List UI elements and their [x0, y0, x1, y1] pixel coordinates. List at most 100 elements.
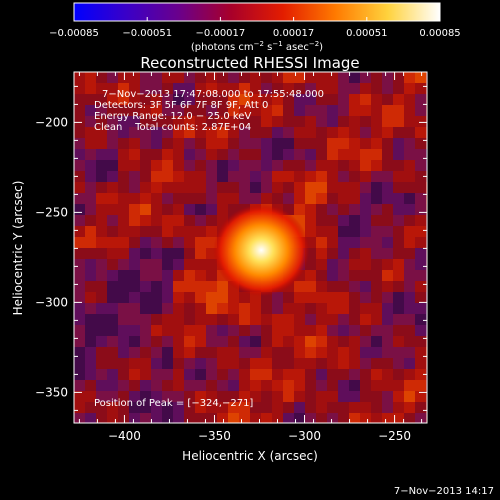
heatmap-cell — [74, 226, 85, 237]
heatmap-cell — [261, 369, 272, 380]
heatmap-cell — [305, 226, 316, 237]
heatmap-cell — [140, 105, 151, 116]
heatmap-cell — [327, 314, 338, 325]
heatmap-cell — [140, 237, 151, 248]
heatmap-cell — [107, 226, 118, 237]
heatmap-cell — [349, 72, 360, 83]
heatmap-cell — [338, 248, 349, 259]
heatmap-cell — [415, 105, 426, 116]
heatmap-cell — [85, 94, 96, 105]
heatmap-cell — [206, 314, 217, 325]
heatmap-cell — [107, 105, 118, 116]
heatmap-cell — [206, 215, 217, 226]
heatmap-cell — [393, 336, 404, 347]
heatmap-cell — [217, 105, 228, 116]
heatmap-cell — [184, 160, 195, 171]
heatmap-cell — [305, 292, 316, 303]
heatmap-cell — [426, 226, 427, 237]
heatmap-cell — [140, 314, 151, 325]
heatmap-cell — [294, 171, 305, 182]
heatmap-cell — [85, 281, 96, 292]
heatmap-cell — [272, 347, 283, 358]
heatmap-cell — [162, 281, 173, 292]
heatmap-cell — [393, 149, 404, 160]
heatmap-cell — [261, 149, 272, 160]
heatmap-cell — [118, 358, 129, 369]
heatmap-cell — [294, 72, 305, 83]
heatmap-cell — [316, 358, 327, 369]
heatmap-cell — [96, 138, 107, 149]
heatmap-cell — [283, 369, 294, 380]
heatmap-cell — [327, 72, 338, 83]
heatmap-cell — [393, 83, 404, 94]
heatmap-cell — [382, 248, 393, 259]
heatmap-cell — [162, 215, 173, 226]
heatmap-cell — [272, 149, 283, 160]
heatmap-cell — [96, 380, 107, 391]
heatmap-cell — [162, 336, 173, 347]
heatmap-cell — [118, 402, 129, 413]
heatmap-cell — [85, 171, 96, 182]
heatmap-cell — [96, 336, 107, 347]
heatmap-cell — [151, 303, 162, 314]
heatmap-cell — [195, 160, 206, 171]
heatmap-cell — [327, 226, 338, 237]
heatmap-cell — [96, 226, 107, 237]
heatmap-cell — [184, 303, 195, 314]
heatmap-cell — [305, 171, 316, 182]
heatmap-cell — [382, 149, 393, 160]
heatmap-cell — [195, 83, 206, 94]
heatmap-cell — [371, 182, 382, 193]
heatmap-cell — [261, 380, 272, 391]
heatmap-cell — [239, 391, 250, 402]
heatmap-cell — [184, 204, 195, 215]
heatmap-cell — [96, 149, 107, 160]
heatmap-cell — [239, 149, 250, 160]
heatmap-cell — [107, 127, 118, 138]
heatmap-cell — [415, 248, 426, 259]
colorbar-unit-label: (photons cm−2 s−1 asec−2) — [191, 40, 323, 53]
heatmap-cell — [283, 94, 294, 105]
heatmap-cell — [184, 127, 195, 138]
annotation-time-range: 7−Nov−2013 17:47:08.000 to 17:55:48.000 — [102, 89, 324, 100]
heatmap-cell — [327, 182, 338, 193]
heatmap-cell — [118, 204, 129, 215]
heatmap-cell — [217, 325, 228, 336]
heatmap-cell — [96, 248, 107, 259]
heatmap-cell — [371, 94, 382, 105]
heatmap-cell — [382, 204, 393, 215]
heatmap-cell — [107, 193, 118, 204]
heatmap-cell — [239, 413, 250, 423]
heatmap-cell — [96, 237, 107, 248]
heatmap-cell — [228, 391, 239, 402]
heatmap-cell — [107, 83, 118, 94]
heatmap-cell — [217, 380, 228, 391]
heatmap-cell — [272, 402, 283, 413]
heatmap-cell — [349, 127, 360, 138]
heatmap-cell — [206, 391, 217, 402]
heatmap-cell — [96, 160, 107, 171]
heatmap-cell — [85, 149, 96, 160]
heatmap-cell — [162, 380, 173, 391]
heatmap-cell — [206, 325, 217, 336]
heatmap-cell — [426, 237, 427, 248]
heatmap-cell — [305, 314, 316, 325]
heatmap-cell — [404, 303, 415, 314]
heatmap-cell — [415, 149, 426, 160]
heatmap-cell — [316, 380, 327, 391]
heatmap-cell — [415, 314, 426, 325]
heatmap-cell — [239, 303, 250, 314]
heatmap-cell — [305, 182, 316, 193]
heatmap-cell — [415, 138, 426, 149]
heatmap-cell — [305, 259, 316, 270]
heatmap-cell — [261, 358, 272, 369]
heatmap-cell — [415, 358, 426, 369]
heatmap-cell — [107, 237, 118, 248]
heatmap-cell — [173, 248, 184, 259]
heatmap-cell — [206, 127, 217, 138]
heatmap-cell — [162, 237, 173, 248]
heatmap-cell — [129, 292, 140, 303]
heatmap-cell — [129, 270, 140, 281]
heatmap-cell — [305, 193, 316, 204]
heatmap-cell — [96, 270, 107, 281]
